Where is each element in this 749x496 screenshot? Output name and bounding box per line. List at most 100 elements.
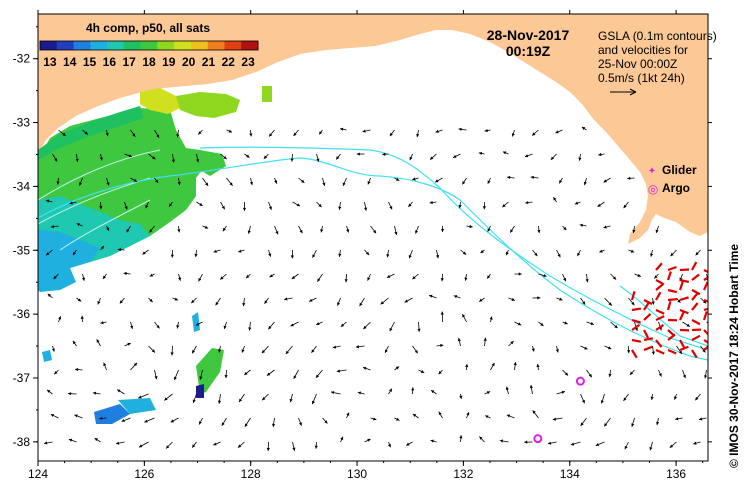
current-arrow [50,413,59,419]
glider-vector [630,291,636,301]
current-arrow [293,369,299,380]
current-arrow [266,369,275,376]
current-arrow [149,273,155,277]
current-arrow [363,321,371,330]
current-arrow [340,321,347,328]
current-arrow [337,297,341,306]
current-arrow [650,393,654,400]
current-arrow [404,297,413,303]
current-arrow [220,201,226,210]
colorbar-tick-label: 15 [83,55,97,69]
colorbar-swatch [107,41,125,50]
colorbar-swatch [241,41,259,50]
glider-vector [666,301,672,311]
current-arrow [484,415,491,419]
glider-vector [691,289,701,296]
current-arrow [412,413,419,419]
argo-float-marker [533,434,543,444]
current-arrow [418,369,425,374]
current-arrow [580,297,586,305]
legend-glider-label: Glider [662,163,697,177]
colorbar-tick-label: 18 [142,55,156,69]
current-arrow [176,321,180,329]
current-arrow [574,201,581,205]
current-arrow [217,393,222,404]
current-arrow [547,441,557,445]
current-arrow [213,441,221,446]
current-arrow [336,369,347,373]
current-arrow [440,273,444,282]
glider-vector [679,296,689,302]
current-arrow [435,129,443,133]
colorbar-swatch [56,41,75,50]
current-arrow [632,225,636,234]
current-arrow [346,412,350,419]
current-arrow [502,201,509,208]
current-arrow [298,225,303,234]
current-arrow [478,297,485,303]
glider-star-icon: ✦ [648,166,656,177]
current-arrow [218,345,222,353]
current-arrow [314,441,318,449]
gsla-contours [38,146,708,361]
current-arrow [356,152,365,156]
current-arrow [224,369,228,379]
current-arrow [629,369,635,376]
current-arrow [340,436,344,443]
current-arrow [484,129,491,133]
glider-vector [667,333,676,341]
current-arrow [364,249,370,256]
current-arrow [405,441,413,446]
current-arrow [412,177,419,181]
colorbar-tick-label: 14 [63,55,77,69]
y-tick-label: -35 [13,243,31,257]
current-arrow [580,393,585,404]
current-arrow [290,153,294,162]
current-arrow [380,297,389,305]
current-arrow [394,366,400,371]
current-arrow [268,321,275,330]
current-arrow [80,315,84,323]
current-arrow [386,273,395,278]
colorbar-tick-label: 17 [123,55,137,69]
current-arrow [154,369,158,380]
current-arrow [506,414,515,419]
current-arrow [438,411,443,419]
colorbar-swatch [123,41,142,50]
glider-vector [643,337,654,342]
current-arrow [130,362,138,371]
current-arrow [322,417,328,424]
current-arrow [215,297,221,306]
glider-vector [691,273,700,281]
current-arrow [416,129,420,138]
current-arrow [58,129,66,137]
current-arrow [268,129,275,137]
current-arrow [194,249,198,258]
current-arrow [50,225,59,229]
current-arrow [100,245,105,251]
colorbar-swatch [90,41,108,50]
current-arrow [165,441,173,449]
current-arrow [505,386,509,395]
current-arrow [269,273,275,278]
current-arrow [154,177,159,184]
current-arrow [138,393,149,399]
current-arrow [170,417,179,423]
current-arrow [461,177,467,185]
current-arrow [124,201,128,210]
current-arrow [45,199,53,203]
current-arrow [202,225,209,229]
current-arrow [106,177,110,186]
current-arrow [429,153,437,160]
current-arrow [173,369,179,381]
current-arrow [68,438,77,443]
current-arrow [610,321,618,329]
colorbar-tick-label: 19 [162,55,176,69]
current-arrow [261,345,269,354]
current-arrow [126,225,131,233]
current-arrow [669,441,677,449]
current-arrow [562,369,569,376]
current-arrow [556,297,563,301]
current-arrow [556,390,566,395]
current-arrow [459,435,463,443]
